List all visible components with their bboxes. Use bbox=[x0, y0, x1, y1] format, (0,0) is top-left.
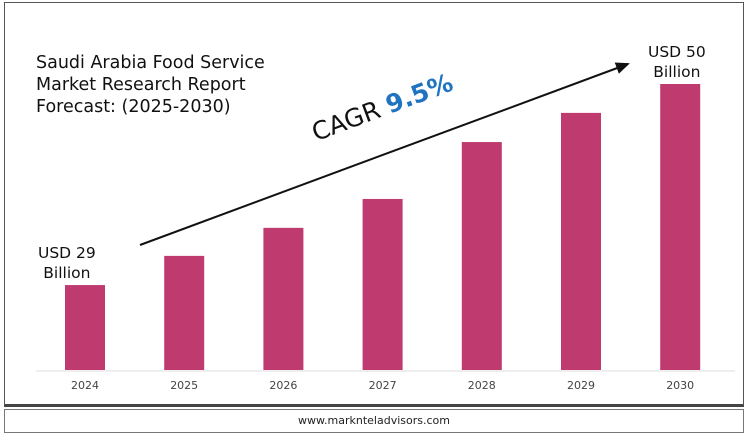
x-tick-label: 2030 bbox=[666, 379, 694, 392]
chart-frame bbox=[4, 2, 744, 407]
bar-2030 bbox=[660, 84, 701, 370]
x-tick-label: 2025 bbox=[170, 379, 198, 392]
end-value-line-2: Billion bbox=[653, 63, 701, 81]
start-value-line-1: USD 29 bbox=[38, 244, 96, 262]
bar-2029 bbox=[561, 112, 601, 371]
footer: www.marknteladvisors.com bbox=[4, 409, 744, 433]
end-value-label: USD 50 Billion bbox=[648, 42, 706, 82]
bar-2026 bbox=[263, 227, 304, 370]
title-line-1: Saudi Arabia Food Service bbox=[36, 53, 265, 73]
x-tick-label: 2027 bbox=[369, 379, 397, 392]
title-line-2: Market Research Report bbox=[36, 75, 246, 95]
title-line-3: Forecast: (2025-2030) bbox=[36, 97, 231, 117]
x-tick-label: 2028 bbox=[468, 379, 496, 392]
bar-2024 bbox=[65, 285, 105, 370]
start-value-label: USD 29 Billion bbox=[38, 243, 96, 283]
x-tick-label: 2024 bbox=[71, 379, 99, 392]
bar-2025 bbox=[164, 255, 205, 370]
chart-title: Saudi Arabia Food Service Market Researc… bbox=[36, 52, 265, 118]
website-link[interactable]: www.marknteladvisors.com bbox=[298, 414, 450, 427]
start-value-line-2: Billion bbox=[43, 264, 91, 282]
x-tick-label: 2029 bbox=[567, 379, 595, 392]
end-value-line-1: USD 50 bbox=[648, 43, 706, 61]
growth-arrow bbox=[139, 62, 630, 246]
bar-2027 bbox=[362, 198, 403, 370]
x-tick-label: 2026 bbox=[269, 379, 297, 392]
bar-2028 bbox=[461, 142, 502, 370]
